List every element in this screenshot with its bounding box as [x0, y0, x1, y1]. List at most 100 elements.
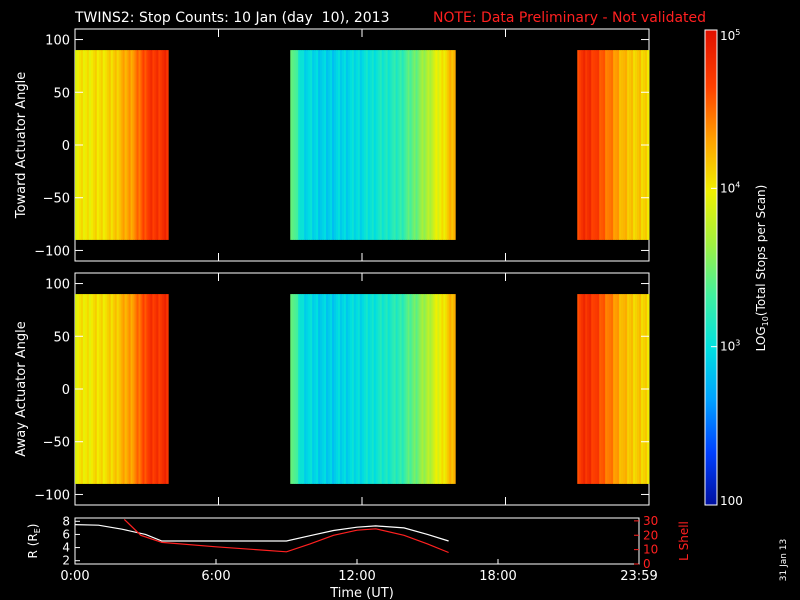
heatmap-cell	[445, 50, 448, 240]
heatmap-cell	[631, 50, 634, 240]
heatmap-cell	[431, 50, 434, 240]
heatmap-cell	[389, 50, 393, 240]
heatmap-cell	[316, 294, 319, 484]
heatmap-cell	[361, 50, 365, 240]
heatmap-cell	[597, 50, 600, 240]
heatmap-cell	[142, 294, 145, 484]
heatmap-cell	[316, 50, 319, 240]
heatmap-cell	[96, 50, 100, 240]
right-tick-label: 0	[643, 557, 651, 571]
heatmap-cell	[401, 50, 404, 240]
heatmap-cell	[108, 294, 112, 484]
heatmap-cell	[298, 294, 301, 484]
heatmap-cell	[160, 294, 163, 484]
heatmap-cell	[365, 294, 369, 484]
heatmap-cell	[312, 50, 315, 240]
heatmap-cell	[306, 50, 309, 240]
heatmap-cell	[347, 50, 351, 240]
colorbar-tick-label: 104	[720, 180, 740, 195]
heatmap-cell	[345, 294, 349, 484]
away-actuator-panel: 100 50 0 −50 −100 Away Actuator Angle	[14, 272, 650, 506]
heatmap-cell	[387, 50, 391, 240]
heatmap-cell	[160, 50, 163, 240]
heatmap-cell	[98, 50, 102, 240]
heatmap-cell	[379, 294, 383, 484]
x-tick-label: 6:00	[201, 569, 230, 584]
heatmap-cell	[381, 294, 385, 484]
heatmap-cell	[166, 294, 169, 484]
heatmap-cell	[423, 294, 426, 484]
heatmap-cell	[437, 50, 440, 240]
heatmap-cell	[324, 50, 327, 240]
heatmap-cell	[292, 50, 295, 240]
heatmap-cell	[427, 50, 430, 240]
chart-title: TWINS2: Stop Counts: 10 Jan (day 10), 20…	[74, 10, 390, 26]
heatmap-cell	[593, 294, 596, 484]
heatmap-cell	[581, 294, 584, 484]
heatmap-cell	[328, 50, 331, 240]
y-axis-away: 100 50 0 −50 −100	[34, 273, 650, 505]
heatmap-cell	[300, 50, 303, 240]
heatmap-cell	[635, 50, 638, 240]
heatmap-cell	[629, 50, 632, 240]
heatmap-cell	[337, 50, 341, 240]
heatmap-cell	[343, 294, 347, 484]
heatmap-cell	[577, 294, 580, 484]
heatmap-cell	[90, 294, 94, 484]
heatmap-cell	[104, 50, 108, 240]
heatmap-cell	[639, 50, 642, 240]
heatmap-cell	[320, 294, 323, 484]
heatmap-cell	[371, 50, 375, 240]
heatmap-cell	[591, 50, 594, 240]
heatmap-cell	[425, 50, 428, 240]
heatmap-cell	[581, 50, 584, 240]
y-tick-label: 50	[53, 86, 70, 101]
heatmap-cell	[635, 294, 638, 484]
heatmap-cell	[395, 294, 399, 484]
right-tick-label: 10	[643, 543, 658, 557]
heatmap-cell	[359, 294, 363, 484]
heatmap-cell	[605, 294, 608, 484]
right-tick-label: 20	[643, 528, 658, 542]
heatmap-cell	[126, 294, 129, 484]
heatmap-cell	[349, 294, 353, 484]
heatmap-cell	[583, 50, 586, 240]
heatmap-cell	[385, 50, 389, 240]
heatmap-cell	[300, 294, 303, 484]
heatmap-cell	[106, 50, 110, 240]
heatmap-cell	[599, 294, 602, 484]
heatmap-cell	[337, 294, 341, 484]
heatmap-cell	[314, 294, 317, 484]
heatmap-cell	[607, 50, 610, 240]
heatmap-cell	[387, 294, 391, 484]
heatmap-cell	[415, 294, 418, 484]
heatmap-cell	[328, 294, 331, 484]
heatmap-cell	[603, 50, 606, 240]
y-tick-label: 50	[53, 330, 70, 345]
toward-actuator-panel: 100 50 0 −50 −100 Toward Actuator Angle	[14, 28, 650, 262]
heatmap-cell	[92, 50, 96, 240]
heatmap-cell	[613, 294, 616, 484]
heatmap-cell	[86, 294, 90, 484]
colorbar-tick-label: 103	[720, 339, 740, 354]
heatmap-cell	[379, 50, 383, 240]
y-tick-label: −50	[43, 436, 70, 451]
heatmap-cell	[110, 50, 114, 240]
heatmap-cell	[451, 294, 454, 484]
heatmap-cell	[90, 50, 94, 240]
heatmap-cell	[88, 294, 92, 484]
heatmap-cell	[621, 294, 624, 484]
heatmap-cell	[84, 294, 88, 484]
heatmap-cell	[318, 294, 321, 484]
heatmap-cell	[118, 50, 122, 240]
heatmap-cell	[100, 294, 104, 484]
heatmap-cell	[294, 294, 297, 484]
lshell-line	[123, 518, 449, 554]
heatmap-cell	[142, 50, 145, 240]
heatmap-cell	[138, 50, 141, 240]
heatmap-cell	[84, 50, 88, 240]
x-tick-label: 23:59	[620, 569, 657, 584]
y-tick-label: −100	[34, 488, 70, 503]
heatmap-cell	[639, 294, 642, 484]
